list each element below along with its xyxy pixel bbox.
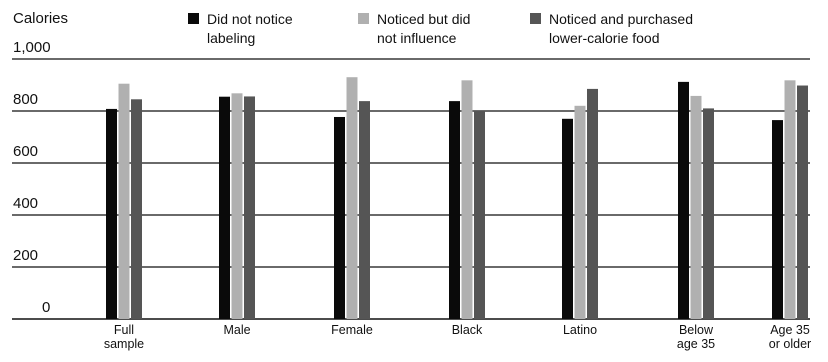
bar-2-7 bbox=[784, 80, 796, 319]
bar-2-2 bbox=[231, 93, 243, 319]
x-tick-label: Full sample bbox=[104, 323, 144, 351]
bar-1-4 bbox=[449, 101, 460, 320]
bar-1-6 bbox=[678, 81, 689, 319]
x-tick-label: Below age 35 bbox=[677, 323, 715, 351]
x-tick-label: Male bbox=[223, 323, 250, 337]
legend-swatch bbox=[530, 13, 541, 24]
y-tick-label: 200 bbox=[13, 247, 38, 264]
bar-3-6 bbox=[703, 108, 714, 320]
legend-swatch bbox=[358, 13, 369, 24]
bar-2-6 bbox=[690, 95, 702, 319]
bar-3-2 bbox=[244, 96, 255, 319]
bar-1-5 bbox=[562, 118, 573, 319]
bar-3-7 bbox=[797, 85, 808, 320]
bar-3-1 bbox=[131, 99, 142, 319]
bar-3-4 bbox=[474, 111, 485, 319]
bar-1-2 bbox=[219, 96, 230, 319]
x-tick-label: Age 35 or older bbox=[769, 323, 811, 351]
bar-3-3 bbox=[359, 101, 370, 320]
legend-label: Noticed but did not influence bbox=[377, 11, 470, 46]
legend-label: Did not notice labeling bbox=[207, 11, 293, 46]
bar-2-4 bbox=[461, 80, 473, 319]
bar-1-3 bbox=[334, 116, 345, 319]
bar-1-7 bbox=[772, 120, 783, 319]
y-tick-label: 400 bbox=[13, 195, 38, 212]
bar-2-3 bbox=[346, 77, 358, 319]
legend-label: Noticed and purchased lower-calorie food bbox=[549, 11, 693, 46]
y-tick-label: 600 bbox=[13, 143, 38, 160]
x-tick-label: Black bbox=[452, 323, 483, 337]
y-tick-label: 0 bbox=[42, 299, 50, 316]
y-tick-label: 800 bbox=[13, 91, 38, 108]
x-tick-label: Female bbox=[331, 323, 373, 337]
x-tick-label: Latino bbox=[563, 323, 597, 337]
bar-3-5 bbox=[587, 88, 598, 320]
bar-2-1 bbox=[118, 83, 130, 319]
legend-swatch bbox=[188, 13, 199, 24]
bar-1-1 bbox=[106, 108, 117, 319]
bar-2-5 bbox=[574, 105, 586, 319]
y-axis-title: Calories bbox=[13, 10, 68, 27]
y-tick-label: 1,000 bbox=[13, 39, 51, 56]
